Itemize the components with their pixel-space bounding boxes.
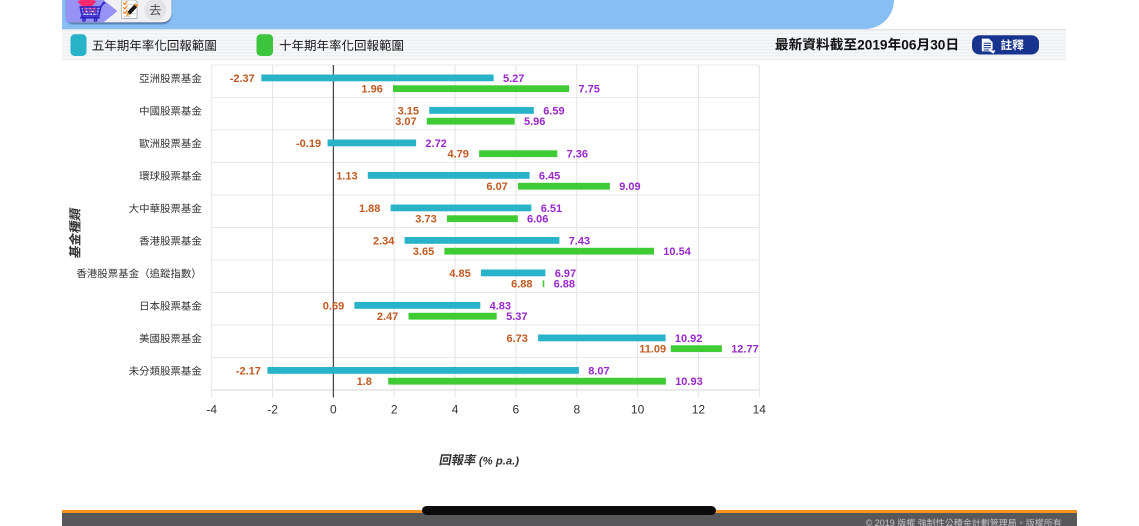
svg-text:1.13: 1.13 <box>336 170 357 182</box>
svg-text:-0.19: -0.19 <box>296 138 321 150</box>
svg-text:-4: -4 <box>206 403 217 417</box>
svg-text:8.07: 8.07 <box>588 365 609 377</box>
svg-text:3.73: 3.73 <box>415 214 436 226</box>
svg-text:7.43: 7.43 <box>569 235 590 247</box>
svg-text:4: 4 <box>452 403 459 417</box>
svg-text:0.69: 0.69 <box>323 300 344 312</box>
svg-text:1.8: 1.8 <box>357 376 372 388</box>
svg-text:4.83: 4.83 <box>490 300 511 312</box>
svg-text:4.79: 4.79 <box>448 149 469 161</box>
svg-text:8: 8 <box>573 403 580 417</box>
svg-text:06: 06 <box>901 37 917 52</box>
svg-text:6.51: 6.51 <box>541 203 562 215</box>
svg-text:-2.37: -2.37 <box>230 73 255 85</box>
svg-text:6.07: 6.07 <box>486 181 507 193</box>
svg-text:3.07: 3.07 <box>395 116 416 128</box>
svg-text:3.65: 3.65 <box>413 246 434 258</box>
svg-text:-2.17: -2.17 <box>236 365 261 377</box>
svg-text:© 2019: © 2019 <box>866 518 895 526</box>
svg-text:5.27: 5.27 <box>503 73 524 85</box>
svg-text:5.37: 5.37 <box>506 311 527 323</box>
svg-text:6.45: 6.45 <box>539 170 560 182</box>
svg-text:6.73: 6.73 <box>507 333 528 345</box>
svg-text:6.88: 6.88 <box>554 279 575 291</box>
svg-text:2.47: 2.47 <box>377 311 398 323</box>
svg-text:2.34: 2.34 <box>373 235 395 247</box>
svg-text:10.93: 10.93 <box>675 376 703 388</box>
svg-text:10.92: 10.92 <box>675 333 703 345</box>
svg-text:6: 6 <box>513 403 520 417</box>
svg-text:-2: -2 <box>267 403 278 417</box>
svg-text:12.77: 12.77 <box>731 344 759 356</box>
svg-text:0: 0 <box>330 403 337 417</box>
svg-text:6.88: 6.88 <box>511 279 532 291</box>
svg-text:12: 12 <box>692 403 706 417</box>
svg-text:(% p.a.): (% p.a.) <box>479 455 519 467</box>
svg-text:6.59: 6.59 <box>543 105 564 117</box>
svg-text:11.09: 11.09 <box>639 344 666 356</box>
svg-text:7.36: 7.36 <box>567 149 588 161</box>
svg-text:6.06: 6.06 <box>527 214 548 226</box>
svg-text:7.75: 7.75 <box>579 84 600 96</box>
svg-text:9.09: 9.09 <box>619 181 640 193</box>
svg-text:6.97: 6.97 <box>555 268 576 280</box>
svg-text:2019: 2019 <box>857 37 888 52</box>
svg-text:30: 30 <box>930 37 946 52</box>
svg-text:1.88: 1.88 <box>359 203 380 215</box>
svg-text:5.96: 5.96 <box>524 116 545 128</box>
svg-text:14: 14 <box>753 403 767 417</box>
svg-text:1.96: 1.96 <box>361 84 382 96</box>
svg-text:3.15: 3.15 <box>398 105 419 117</box>
svg-text:2.72: 2.72 <box>425 138 446 150</box>
svg-text:10: 10 <box>631 403 645 417</box>
svg-text:10.54: 10.54 <box>663 246 691 258</box>
svg-text:4.85: 4.85 <box>449 268 470 280</box>
svg-text:2: 2 <box>391 403 398 417</box>
